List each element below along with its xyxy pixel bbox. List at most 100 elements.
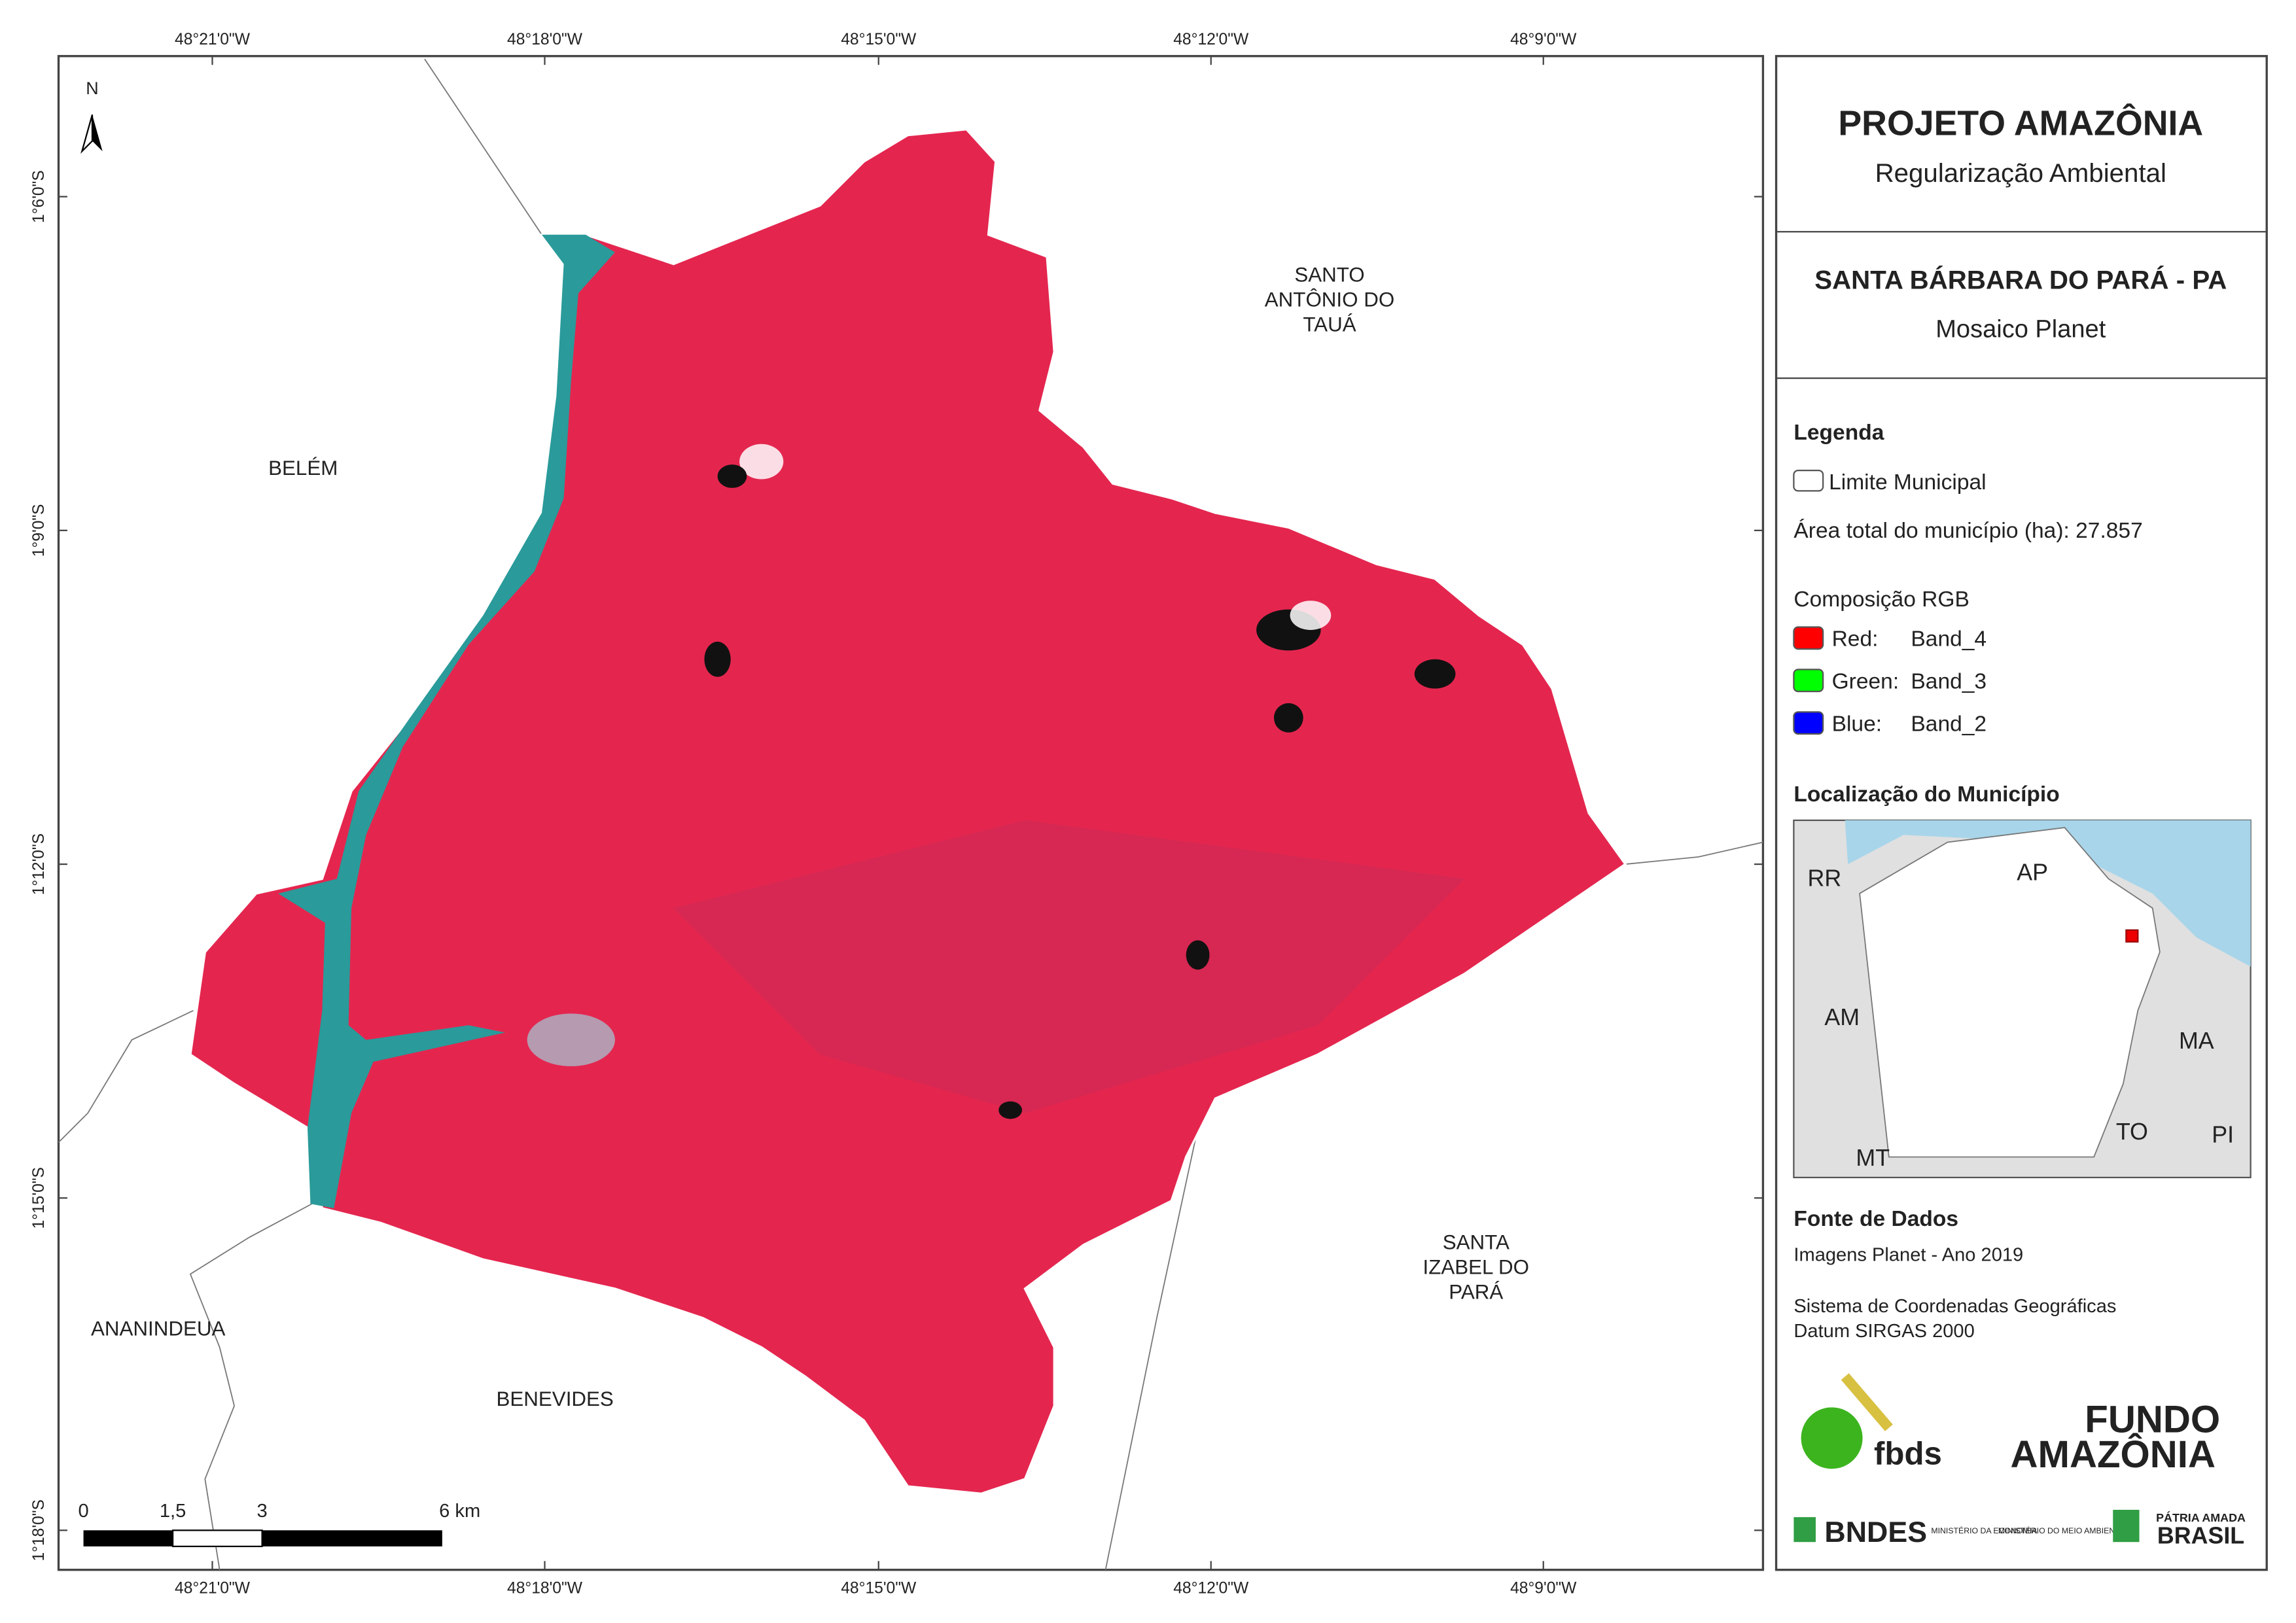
subtitle: Regularização Ambiental (1875, 158, 2166, 188)
longitude-label: 48°9'0"W (1510, 31, 1577, 48)
longitude-label: 48°21'0"W (175, 1580, 251, 1597)
forest-tone (673, 820, 1464, 1113)
location-label: RR (1808, 865, 1842, 892)
boundary-swatch (1793, 469, 1824, 492)
scale-label: 6 km (439, 1501, 480, 1522)
north-arrow (80, 114, 103, 154)
bndes-mark (1793, 1517, 1816, 1543)
cloud-shadow (704, 641, 731, 677)
longitude-label: 48°18'0"W (507, 1580, 583, 1597)
band-swatch (1793, 711, 1824, 735)
river (278, 234, 615, 1208)
bndes-text: BNDES (1824, 1516, 1927, 1548)
band-label: Blue: (1832, 712, 1882, 736)
legend-label: Limite Municipal (1829, 470, 1987, 495)
scale-label: 1,5 (160, 1501, 186, 1522)
boundary (1625, 841, 1763, 865)
legend-label: Área total do município (ha): 27.857 (1793, 519, 2142, 543)
location-label: TO (2116, 1119, 2148, 1145)
brasil-text: BRASIL (2157, 1522, 2244, 1548)
longitude-label: 48°15'0"W (841, 1580, 917, 1597)
cloud-shadow (1273, 703, 1303, 733)
cloud-shadow (717, 464, 747, 488)
cloud (1290, 601, 1332, 631)
band-value: Band_2 (1911, 712, 1987, 736)
cloud-shadow (1414, 659, 1456, 689)
urban-area (527, 1013, 615, 1066)
map-title: SANTA BÁRBARA DO PARÁ - PA (1814, 266, 2227, 295)
place-label: BELÉM (268, 457, 338, 480)
place-label: SANTO (1294, 263, 1364, 286)
scale-segment (262, 1530, 442, 1546)
longitude-label: 48°9'0"W (1510, 1580, 1577, 1597)
latitude-label: 1°15'0"S (30, 1167, 48, 1229)
longitude-label: 48°18'0"W (507, 31, 583, 48)
scale-segment (83, 1530, 173, 1546)
location-label: AM (1824, 1004, 1860, 1030)
sources-line: Datum SIRGAS 2000 (1793, 1321, 1974, 1342)
band-value: Band_3 (1911, 670, 1987, 694)
place-label: ANTÔNIO DO (1265, 288, 1394, 311)
band-swatch (1793, 669, 1824, 693)
legend-title: Legenda (1793, 421, 1884, 445)
band-swatch (1793, 626, 1824, 650)
location-inset (1793, 819, 2252, 1179)
location-title: Localização do Município (1793, 782, 2059, 807)
boundary (424, 58, 542, 236)
latitude-label: 1°18'0"S (30, 1499, 48, 1561)
latitude-label: 1°6'0"S (30, 170, 48, 223)
amazonia-text: AMAZÔNIA (2011, 1433, 2216, 1476)
north-arrow-left (80, 114, 94, 154)
cloud-shadow (1186, 940, 1210, 970)
scale-label: 3 (256, 1501, 267, 1522)
sources-line: Sistema de Coordenadas Geográficas (1793, 1296, 2116, 1317)
clouds (527, 444, 1456, 1119)
scale-segment (171, 1529, 263, 1548)
municipality-marker (2125, 929, 2139, 943)
location-label: PI (2212, 1121, 2234, 1147)
fbds-logo (1801, 1407, 1863, 1469)
latitude-label: 1°12'0"S (30, 833, 48, 895)
longitude-label: 48°21'0"W (175, 31, 251, 48)
longitude-label: 48°12'0"W (1173, 31, 1249, 48)
title: PROJETO AMAZÔNIA (1838, 103, 2203, 143)
legend-label: Composição RGB (1793, 587, 1969, 612)
place-label: PARÁ (1449, 1281, 1503, 1304)
scale-label: 0 (78, 1501, 88, 1522)
neighbor-boundaries (58, 58, 1763, 1570)
scale-bar (83, 1529, 442, 1548)
side-panel (1775, 55, 2268, 1571)
para-state (1859, 827, 2161, 1158)
map-subtitle: Mosaico Planet (1935, 315, 2106, 343)
band-value: Band_4 (1911, 627, 1987, 652)
location-label: AP (2017, 860, 2048, 886)
place-label: SANTA (1443, 1231, 1510, 1254)
longitude-label: 48°15'0"W (841, 31, 917, 48)
sources-title: Fonte de Dados (1793, 1207, 1958, 1231)
ministry-text: MINISTÉRIO DO MEIO AMBIENTE (1998, 1526, 2125, 1535)
fbds-logo-bar (1841, 1373, 1893, 1431)
band-label: Green: (1832, 670, 1899, 694)
north-label: N (86, 79, 98, 98)
location-label: MA (2179, 1028, 2214, 1054)
place-label: ANANINDEUA (91, 1318, 226, 1340)
cloud-shadow (998, 1101, 1023, 1119)
brasil-mark (2113, 1509, 2140, 1543)
location-label: MT (1856, 1145, 1890, 1171)
sources-line: Imagens Planet - Ano 2019 (1793, 1245, 2023, 1266)
ocean (1845, 820, 2251, 967)
longitude-label: 48°12'0"W (1173, 1580, 1249, 1597)
boundary (1104, 1101, 1205, 1570)
place-label: IZABEL DO (1423, 1256, 1529, 1279)
patria-text: PÁTRIA AMADA (2156, 1510, 2246, 1524)
latitude-label: 1°9'0"S (30, 504, 48, 557)
north-arrow-right (92, 114, 103, 152)
boundary (189, 1203, 313, 1570)
fbds-text: fbds (1874, 1436, 1942, 1472)
ministry-text: MINISTÉRIO DA ECONOMIA (1931, 1526, 2038, 1535)
band-label: Red: (1832, 627, 1879, 652)
place-label: TAUÁ (1303, 313, 1356, 336)
fundo-text: FUNDO (2085, 1398, 2220, 1440)
